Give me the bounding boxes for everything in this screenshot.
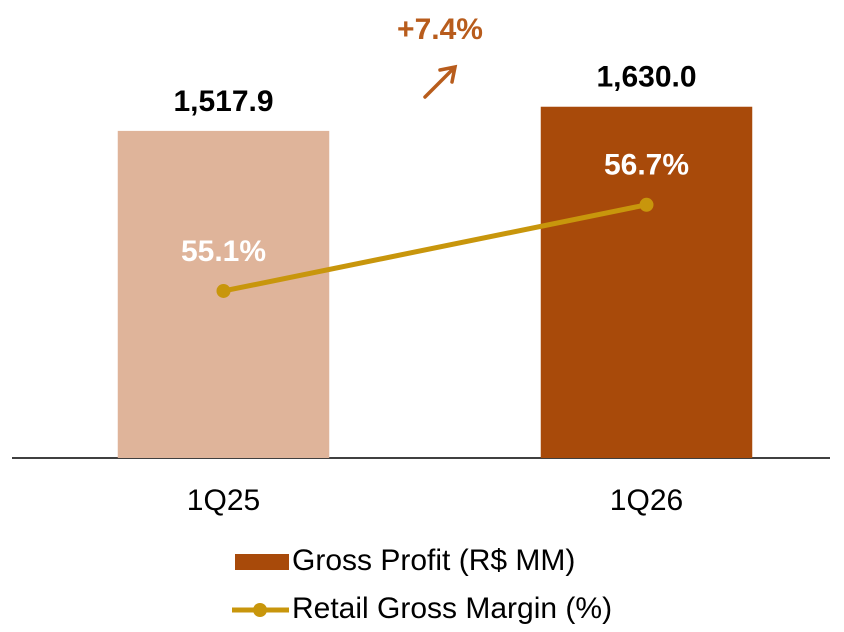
bar-value-label: 1,630.0: [596, 61, 696, 94]
bar-value-label: 1,517.9: [173, 85, 273, 118]
legend-label: Gross Profit (R$ MM): [292, 544, 575, 577]
line: [223, 202, 647, 294]
legend-label: Retail Gross Margin (%): [292, 592, 612, 625]
line-point: [639, 197, 654, 212]
line-value-label: 55.1%: [181, 235, 266, 268]
legend-swatch: [235, 554, 289, 570]
annotation-arrow: [423, 64, 458, 99]
x-tick-label: 1Q26: [610, 484, 683, 517]
line-value-label: 56.7%: [604, 149, 689, 182]
legend-marker: [253, 603, 267, 617]
x-tick-label: 1Q25: [187, 484, 260, 517]
bar: [540, 106, 753, 459]
line-point: [216, 283, 231, 298]
annotation: +7.4%: [397, 13, 483, 46]
